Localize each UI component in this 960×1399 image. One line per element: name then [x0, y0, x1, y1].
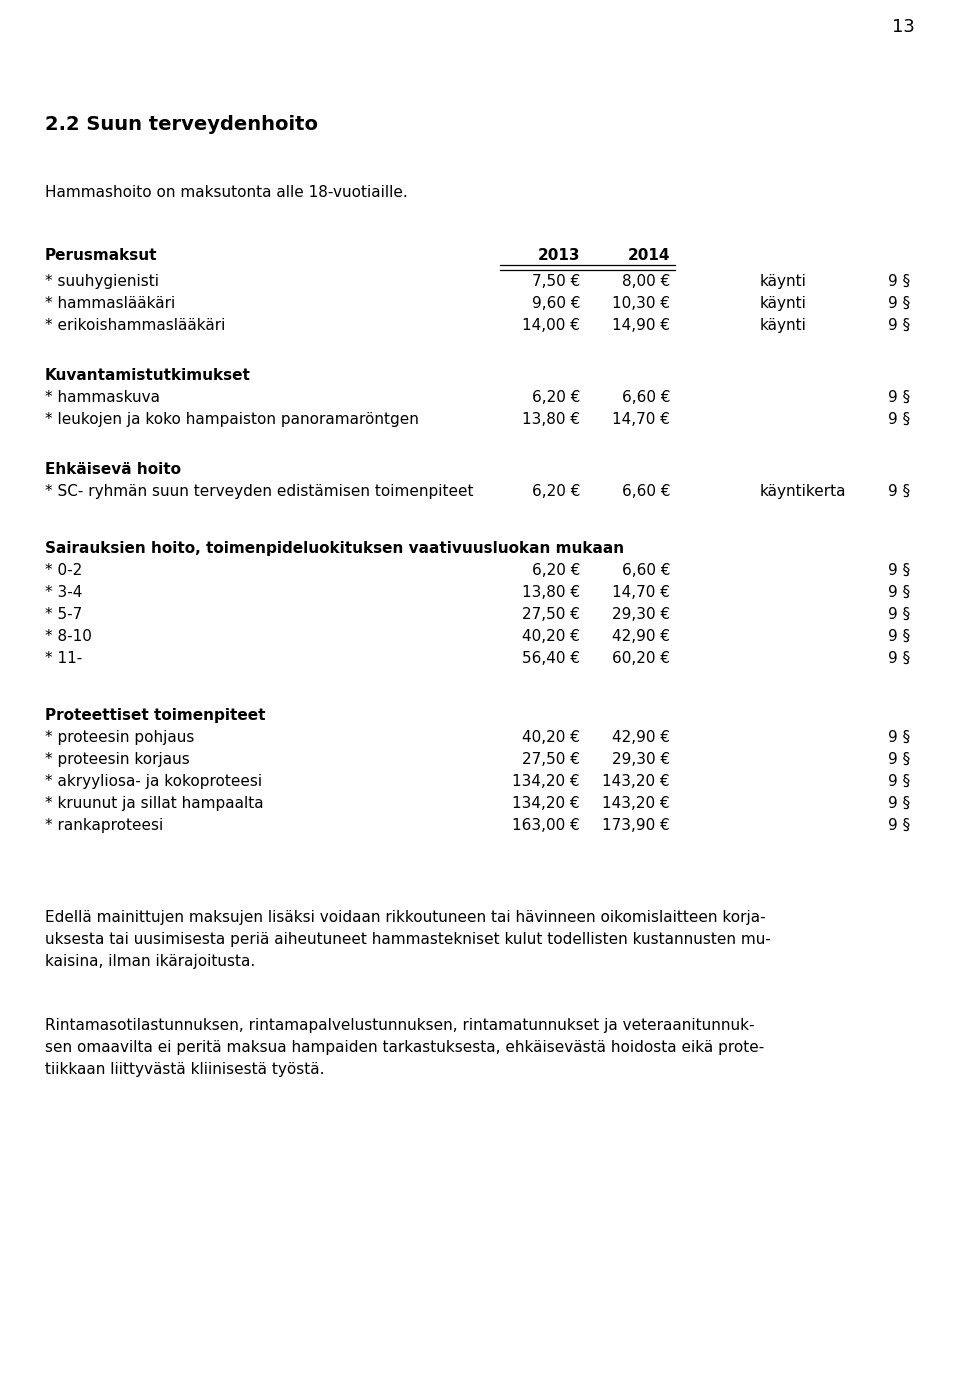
Text: 14,90 €: 14,90 € — [612, 318, 670, 333]
Text: 2013: 2013 — [538, 248, 580, 263]
Text: 9 §: 9 § — [888, 753, 910, 767]
Text: * rankaproteesi: * rankaproteesi — [45, 818, 163, 832]
Text: * 5-7: * 5-7 — [45, 607, 83, 623]
Text: 173,90 €: 173,90 € — [602, 818, 670, 832]
Text: 9,60 €: 9,60 € — [532, 297, 580, 311]
Text: uksesta tai uusimisesta periä aiheutuneet hammastekniset kulut todellisten kusta: uksesta tai uusimisesta periä aiheutunee… — [45, 932, 771, 947]
Text: * kruunut ja sillat hampaalta: * kruunut ja sillat hampaalta — [45, 796, 264, 811]
Text: 6,60 €: 6,60 € — [621, 390, 670, 404]
Text: 9 §: 9 § — [888, 607, 910, 623]
Text: 9 §: 9 § — [888, 390, 910, 404]
Text: 13,80 €: 13,80 € — [522, 585, 580, 600]
Text: kaisina, ilman ikärajoitusta.: kaisina, ilman ikärajoitusta. — [45, 954, 255, 970]
Text: 9 §: 9 § — [888, 297, 910, 311]
Text: 9 §: 9 § — [888, 774, 910, 789]
Text: * suuhygienisti: * suuhygienisti — [45, 274, 159, 290]
Text: käynti: käynti — [760, 318, 806, 333]
Text: Rintamasotilastunnuksen, rintamapalvelustunnuksen, rintamatunnukset ja veteraani: Rintamasotilastunnuksen, rintamapalvelus… — [45, 1018, 755, 1032]
Text: 42,90 €: 42,90 € — [612, 730, 670, 746]
Text: * hammaskuva: * hammaskuva — [45, 390, 160, 404]
Text: 9 §: 9 § — [888, 796, 910, 811]
Text: * 0-2: * 0-2 — [45, 562, 83, 578]
Text: 9 §: 9 § — [888, 585, 910, 600]
Text: 29,30 €: 29,30 € — [612, 607, 670, 623]
Text: 6,20 €: 6,20 € — [532, 484, 580, 499]
Text: * proteesin korjaus: * proteesin korjaus — [45, 753, 190, 767]
Text: 42,90 €: 42,90 € — [612, 630, 670, 644]
Text: * 11-: * 11- — [45, 651, 83, 666]
Text: 14,70 €: 14,70 € — [612, 411, 670, 427]
Text: * hammaslääkäri: * hammaslääkäri — [45, 297, 176, 311]
Text: 143,20 €: 143,20 € — [602, 774, 670, 789]
Text: * 8-10: * 8-10 — [45, 630, 92, 644]
Text: 143,20 €: 143,20 € — [602, 796, 670, 811]
Text: 13: 13 — [892, 18, 915, 36]
Text: 163,00 €: 163,00 € — [513, 818, 580, 832]
Text: 9 §: 9 § — [888, 274, 910, 290]
Text: * SC- ryhmän suun terveyden edistämisen toimenpiteet: * SC- ryhmän suun terveyden edistämisen … — [45, 484, 473, 499]
Text: 9 §: 9 § — [888, 818, 910, 832]
Text: sen omaavilta ei peritä maksua hampaiden tarkastuksesta, ehkäisevästä hoidosta e: sen omaavilta ei peritä maksua hampaiden… — [45, 1039, 764, 1055]
Text: tiikkaan liittyvästä kliinisestä työstä.: tiikkaan liittyvästä kliinisestä työstä. — [45, 1062, 324, 1077]
Text: * proteesin pohjaus: * proteesin pohjaus — [45, 730, 194, 746]
Text: 40,20 €: 40,20 € — [522, 630, 580, 644]
Text: 14,00 €: 14,00 € — [522, 318, 580, 333]
Text: Perusmaksut: Perusmaksut — [45, 248, 157, 263]
Text: 6,20 €: 6,20 € — [532, 390, 580, 404]
Text: 8,00 €: 8,00 € — [622, 274, 670, 290]
Text: 9 §: 9 § — [888, 411, 910, 427]
Text: käynti: käynti — [760, 274, 806, 290]
Text: 9 §: 9 § — [888, 630, 910, 644]
Text: 134,20 €: 134,20 € — [513, 774, 580, 789]
Text: 13,80 €: 13,80 € — [522, 411, 580, 427]
Text: Kuvantamistutkimukset: Kuvantamistutkimukset — [45, 368, 251, 383]
Text: 27,50 €: 27,50 € — [522, 753, 580, 767]
Text: käynti: käynti — [760, 297, 806, 311]
Text: * akryyliosa- ja kokoproteesi: * akryyliosa- ja kokoproteesi — [45, 774, 262, 789]
Text: Edellä mainittujen maksujen lisäksi voidaan rikkoutuneen tai hävinneen oikomisla: Edellä mainittujen maksujen lisäksi void… — [45, 909, 766, 925]
Text: 40,20 €: 40,20 € — [522, 730, 580, 746]
Text: 29,30 €: 29,30 € — [612, 753, 670, 767]
Text: 9 §: 9 § — [888, 651, 910, 666]
Text: 6,60 €: 6,60 € — [621, 484, 670, 499]
Text: käyntikerta: käyntikerta — [760, 484, 847, 499]
Text: Proteettiset toimenpiteet: Proteettiset toimenpiteet — [45, 708, 266, 723]
Text: 6,20 €: 6,20 € — [532, 562, 580, 578]
Text: * leukojen ja koko hampaiston panoramaröntgen: * leukojen ja koko hampaiston panoramarö… — [45, 411, 419, 427]
Text: * 3-4: * 3-4 — [45, 585, 83, 600]
Text: 134,20 €: 134,20 € — [513, 796, 580, 811]
Text: Sairauksien hoito, toimenpideluokituksen vaativuusluokan mukaan: Sairauksien hoito, toimenpideluokituksen… — [45, 541, 624, 555]
Text: 2014: 2014 — [628, 248, 670, 263]
Text: 9 §: 9 § — [888, 730, 910, 746]
Text: 10,30 €: 10,30 € — [612, 297, 670, 311]
Text: 9 §: 9 § — [888, 318, 910, 333]
Text: 2.2 Suun terveydenhoito: 2.2 Suun terveydenhoito — [45, 115, 318, 134]
Text: 7,50 €: 7,50 € — [532, 274, 580, 290]
Text: 27,50 €: 27,50 € — [522, 607, 580, 623]
Text: 60,20 €: 60,20 € — [612, 651, 670, 666]
Text: Ehkäisevä hoito: Ehkäisevä hoito — [45, 462, 181, 477]
Text: Hammashoito on maksutonta alle 18-vuotiaille.: Hammashoito on maksutonta alle 18-vuotia… — [45, 185, 408, 200]
Text: 9 §: 9 § — [888, 484, 910, 499]
Text: 6,60 €: 6,60 € — [621, 562, 670, 578]
Text: 14,70 €: 14,70 € — [612, 585, 670, 600]
Text: 56,40 €: 56,40 € — [522, 651, 580, 666]
Text: 9 §: 9 § — [888, 562, 910, 578]
Text: * erikoishammaslääkäri: * erikoishammaslääkäri — [45, 318, 226, 333]
